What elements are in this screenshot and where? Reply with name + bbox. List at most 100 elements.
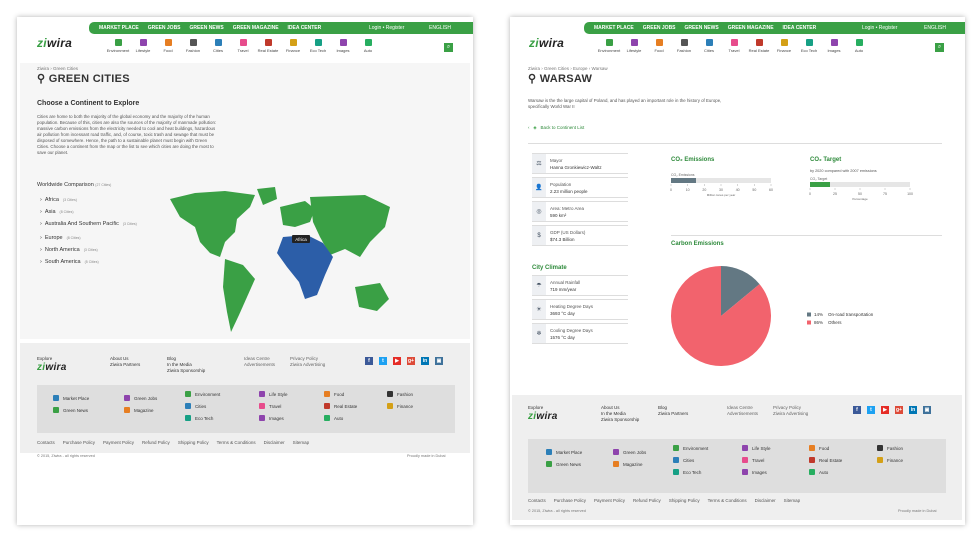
continent-europe[interactable]: › Europe (8 Cities) — [40, 235, 81, 241]
search-button[interactable]: ⌕ — [935, 43, 944, 52]
back-link[interactable]: ‹ ◈ Back to Continent List — [528, 125, 585, 130]
search-button[interactable]: ⌕ — [444, 43, 453, 52]
continent-australia-and-southern-pacific[interactable]: › Australia And Southern Pacific (3 Cities… — [40, 221, 137, 227]
nav-green-jobs[interactable]: GREEN JOBS — [147, 25, 181, 31]
footer-link-eco-tech[interactable]: Eco Tech — [185, 415, 213, 421]
footer-link-food[interactable]: Food — [324, 391, 344, 397]
breadcrumb[interactable]: Ziwira › Green Cities › Europe › Warsaw — [528, 66, 608, 71]
category-eco-tech[interactable]: Eco Tech — [310, 39, 326, 53]
ziwira-logo[interactable]: ziwira — [37, 36, 73, 50]
footer-link-fashion[interactable]: Fashion — [387, 391, 413, 397]
footer-link-life-style[interactable]: Life Style — [259, 391, 288, 397]
login-register-link[interactable]: Login • Register — [369, 25, 405, 31]
footer-link-contacts[interactable]: Contacts — [528, 498, 546, 503]
category-eco-tech[interactable]: Eco Tech — [801, 39, 817, 53]
worldwide-comparison[interactable]: Worldwide Comparison (27 Cities) — [37, 182, 112, 188]
continent-north-america[interactable]: › North America (3 Cities) — [40, 247, 98, 253]
footer-link-cities[interactable]: Cities — [185, 403, 206, 409]
continent-south-america[interactable]: › South America (5 Cities) — [40, 259, 99, 265]
nav-idea-center[interactable]: IDEA CENTER — [287, 25, 322, 31]
footer-link-green-jobs[interactable]: Green Jobs — [613, 449, 646, 455]
nav-market-place[interactable]: MARKET PLACE — [99, 25, 139, 31]
footer-link-contacts[interactable]: Contacts — [37, 440, 55, 445]
footer-link-green-news[interactable]: Green News — [546, 461, 581, 467]
footer-link-cities[interactable]: Cities — [673, 457, 694, 463]
footer-link-environment[interactable]: Environment — [673, 445, 708, 451]
footer-link-refund-policy[interactable]: Refund Policy — [633, 498, 661, 503]
social-icon-5[interactable]: ▣ — [923, 406, 931, 414]
ziwira-logo[interactable]: ziwira — [529, 36, 565, 50]
category-food[interactable]: Food — [651, 39, 667, 53]
category-real-estate[interactable]: Real Estate — [258, 39, 278, 53]
footer-link-sitemap[interactable]: Sitemap — [292, 440, 310, 445]
social-icon-5[interactable]: ▣ — [435, 357, 443, 365]
footer-link-market-place[interactable]: Market Place — [53, 395, 89, 401]
footer-link-purchase-policy[interactable]: Purchase Policy — [62, 440, 96, 445]
footer-link-eco-tech[interactable]: Eco Tech — [673, 469, 701, 475]
footer-link-refund-policy[interactable]: Refund Policy — [142, 440, 170, 445]
nav-green-news[interactable]: GREEN NEWS — [684, 25, 719, 31]
footer-link-auto[interactable]: Auto — [809, 469, 828, 475]
footer-link-finance[interactable]: Finance — [877, 457, 903, 463]
category-auto[interactable]: Auto — [360, 39, 376, 53]
footer-link-purchase-policy[interactable]: Purchase Policy — [553, 498, 587, 503]
breadcrumb[interactable]: Ziwira › Green Cities — [37, 66, 79, 71]
footer-link-finance[interactable]: Finance — [387, 403, 413, 409]
footer-link-magazine[interactable]: Magazine — [613, 461, 643, 467]
category-food[interactable]: Food — [160, 39, 176, 53]
nav-green-jobs[interactable]: GREEN JOBS — [642, 25, 676, 31]
nav-green-magazine[interactable]: GREEN MAGAZINE — [727, 25, 774, 31]
category-fashion[interactable]: Fashion — [185, 39, 201, 53]
footer-link-payment-policy[interactable]: Payment Policy — [103, 440, 135, 445]
footer-link-shipping-policy[interactable]: Shipping Policy — [668, 498, 700, 503]
social-icon-4[interactable]: in — [909, 406, 917, 414]
nav-market-place[interactable]: MARKET PLACE — [594, 25, 634, 31]
footer-link-market-place[interactable]: Market Place — [546, 449, 582, 455]
login-register-link[interactable]: Login • Register — [862, 25, 898, 31]
language-selector[interactable]: ENGLISH — [429, 25, 451, 31]
footer-link-real-estate[interactable]: Real Estate — [324, 403, 357, 409]
footer-link-images[interactable]: Images — [742, 469, 767, 475]
category-images[interactable]: Images — [826, 39, 842, 53]
category-lifestyle[interactable]: Lifestyle — [626, 39, 642, 53]
social-icon-0[interactable]: f — [853, 406, 861, 414]
category-finance[interactable]: Finance — [776, 39, 792, 53]
footer-link-green-news[interactable]: Green News — [53, 407, 88, 413]
category-cities[interactable]: Cities — [701, 39, 717, 53]
footer-link-sitemap[interactable]: Sitemap — [783, 498, 801, 503]
footer-link-life-style[interactable]: Life Style — [742, 445, 771, 451]
footer-logo[interactable]: ziwira — [37, 362, 67, 373]
category-fashion[interactable]: Fashion — [676, 39, 692, 53]
footer-link-shipping-policy[interactable]: Shipping Policy — [177, 440, 209, 445]
social-icon-1[interactable]: t — [867, 406, 875, 414]
social-icon-3[interactable]: g+ — [895, 406, 903, 414]
footer-logo[interactable]: ziwira — [528, 411, 558, 422]
category-travel[interactable]: Travel — [726, 39, 742, 53]
footer-link-green-jobs[interactable]: Green Jobs — [124, 395, 157, 401]
footer-link-travel[interactable]: Travel — [259, 403, 281, 409]
category-cities[interactable]: Cities — [210, 39, 226, 53]
footer-link-disclaimer[interactable]: Disclaimer — [754, 498, 776, 503]
social-icon-3[interactable]: g+ — [407, 357, 415, 365]
nav-idea-center[interactable]: IDEA CENTER — [782, 25, 817, 31]
social-icon-0[interactable]: f — [365, 357, 373, 365]
social-icon-1[interactable]: t — [379, 357, 387, 365]
nav-green-magazine[interactable]: GREEN MAGAZINE — [232, 25, 279, 31]
footer-link-magazine[interactable]: Magazine — [124, 407, 154, 413]
nav-green-news[interactable]: GREEN NEWS — [189, 25, 224, 31]
footer-link-real-estate[interactable]: Real Estate — [809, 457, 842, 463]
category-auto[interactable]: Auto — [851, 39, 867, 53]
category-environment[interactable]: Environment — [598, 39, 620, 53]
category-images[interactable]: Images — [335, 39, 351, 53]
world-map[interactable]: Africa — [165, 187, 395, 337]
footer-link-terms-conditions[interactable]: Terms & Conditions — [216, 440, 256, 445]
continent-asia[interactable]: › Asia (8 Cities) — [40, 209, 74, 215]
footer-link-payment-policy[interactable]: Payment Policy — [594, 498, 626, 503]
category-travel[interactable]: Travel — [235, 39, 251, 53]
footer-link-travel[interactable]: Travel — [742, 457, 764, 463]
continent-africa[interactable]: › Africa (3 Cities) — [40, 197, 77, 203]
category-environment[interactable]: Environment — [107, 39, 129, 53]
language-selector[interactable]: ENGLISH — [924, 25, 946, 31]
social-icon-4[interactable]: in — [421, 357, 429, 365]
footer-link-environment[interactable]: Environment — [185, 391, 220, 397]
